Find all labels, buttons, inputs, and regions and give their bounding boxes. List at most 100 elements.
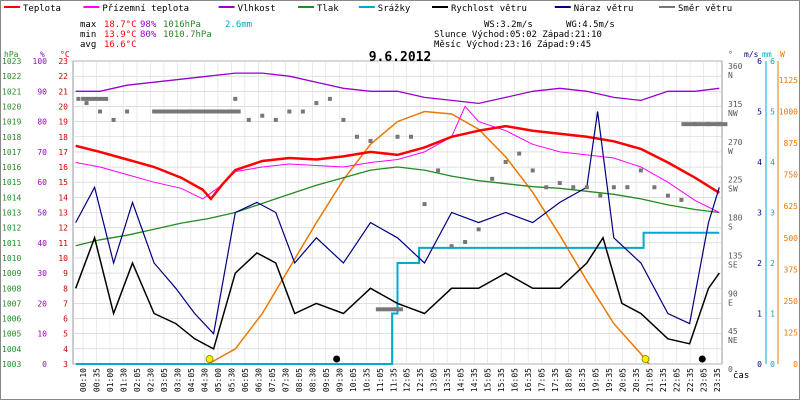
x-tick-label: 08:05 — [295, 368, 304, 392]
wind-dir-point — [544, 185, 549, 190]
wind-dir-point — [273, 117, 278, 122]
wind-dir-bar — [81, 96, 109, 101]
hpa-tick-label: 1021 — [2, 87, 21, 96]
x-tick-label: 23:35 — [713, 368, 722, 392]
wind-dir-point — [436, 168, 441, 173]
wind-dir-point — [368, 138, 373, 143]
mm-tick-label: 2 — [770, 259, 775, 268]
hpa-tick-label: 1008 — [2, 284, 21, 293]
wind-dir-point — [84, 101, 89, 106]
x-tick-label: 22:05 — [673, 368, 682, 392]
pct-tick-label: 20 — [37, 299, 47, 308]
wind-dir-point — [341, 117, 346, 122]
hpa-tick-label: 1020 — [2, 102, 21, 111]
temp-tick-label: 12 — [58, 224, 68, 233]
x-tick-label: 12:35 — [416, 368, 425, 392]
x-tick-label: 11:35 — [389, 368, 398, 392]
pct-tick-label: 40 — [37, 239, 47, 248]
hpa-tick-label: 1022 — [2, 72, 21, 81]
x-tick-label: 06:05 — [241, 368, 250, 392]
pct-tick-label: 90 — [37, 87, 47, 96]
moon-marker — [333, 355, 341, 363]
pct-tick-label: 30 — [37, 269, 47, 278]
wind-dir-point — [571, 185, 576, 190]
ms-tick-label: 0 — [757, 360, 762, 369]
x-tick-label: 07:30 — [281, 368, 290, 392]
ms-axis-label: m/s — [744, 50, 759, 59]
x-tick-label: 09:30 — [335, 368, 344, 392]
x-tick-label: 03:30 — [173, 368, 182, 392]
wind-dir-point — [76, 96, 81, 101]
deg-tick-label: 180 — [728, 214, 743, 223]
info-moon: Měsíc Východ:23:16 Západ:9:45 — [434, 40, 591, 50]
x-tick-label: 12:05 — [403, 368, 412, 392]
legend-label: Srážky — [378, 4, 411, 14]
wind-dir-point — [98, 109, 103, 114]
temp-tick-label: 18 — [58, 133, 68, 142]
temp-tick-label: 8 — [63, 284, 68, 293]
legend-label: Vlhkost — [238, 4, 276, 14]
wind-dir-point — [638, 168, 643, 173]
x-tick-label: 14:05 — [457, 368, 466, 392]
wind-dir-point — [300, 109, 305, 114]
hpa-tick-label: 1013 — [2, 209, 21, 218]
temp-tick-label: 10 — [58, 254, 68, 263]
hpa-tick-label: 1017 — [2, 148, 21, 157]
legend-label: Rychlost větru — [451, 4, 527, 14]
ms-tick-label: 6 — [757, 57, 762, 66]
wind-dir-point — [625, 185, 630, 190]
mm-tick-label: 0 — [770, 360, 775, 369]
pct-tick-label: 0 — [42, 360, 47, 369]
temp-tick-label: 17 — [58, 148, 68, 157]
temp-tick-label: 21 — [58, 87, 68, 96]
w-tick-label: 250 — [784, 297, 799, 306]
hpa-axis-label: hPa — [4, 50, 19, 59]
legend-label: Směr větru — [678, 4, 732, 14]
x-tick-label: 03:05 — [160, 368, 169, 392]
wind-dir-point — [530, 168, 535, 173]
wind-dir-point — [314, 101, 319, 106]
hpa-tick-label: 1012 — [2, 224, 21, 233]
sun-marker — [205, 355, 214, 363]
legend-label: Tlak — [317, 4, 339, 14]
temp-tick-label: 9 — [63, 269, 68, 278]
deg-tick-sublabel: W — [728, 147, 733, 156]
hpa-tick-label: 1011 — [2, 239, 21, 248]
mm-tick-label: 6 — [770, 57, 775, 66]
w-tick-label: 375 — [784, 265, 799, 274]
temp-tick-label: 22 — [58, 72, 68, 81]
x-tick-label: 02:30 — [146, 368, 155, 392]
w-tick-label: 500 — [784, 234, 799, 243]
w-tick-label: 750 — [784, 171, 799, 180]
x-tick-label: 02:05 — [133, 368, 142, 392]
x-tick-label: 11:05 — [376, 368, 385, 392]
wind-dir-point — [111, 117, 116, 122]
wind-dir-point — [652, 185, 657, 190]
mm-tick-label: 3 — [770, 209, 775, 218]
mm-tick-label: 4 — [770, 158, 775, 167]
deg-tick-sublabel: E — [728, 298, 733, 307]
ms-tick-label: 1 — [757, 310, 762, 319]
wind-dir-point — [463, 239, 468, 244]
x-tick-label: 10:05 — [349, 368, 358, 392]
x-tick-label: 18:35 — [578, 368, 587, 392]
wind-dir-point — [354, 134, 359, 139]
mm-tick-label: 5 — [770, 108, 775, 117]
x-tick-label: 17:05 — [538, 368, 547, 392]
x-tick-label: 13:05 — [430, 368, 439, 392]
hpa-tick-label: 1005 — [2, 330, 21, 339]
deg-tick-label: 225 — [728, 176, 743, 185]
temp-tick-label: 4 — [63, 345, 68, 354]
temp-tick-label: 3 — [63, 360, 68, 369]
temp-axis-label: °C — [60, 50, 70, 59]
series-wind-gust — [75, 111, 720, 335]
series-humidity — [75, 72, 720, 105]
stats-min-temp: 13.9°C — [104, 30, 137, 40]
w-axis-label: W — [780, 50, 785, 59]
deg-tick-label: 90 — [728, 289, 738, 298]
hpa-tick-label: 1009 — [2, 269, 21, 278]
deg-tick-label: 270 — [728, 138, 743, 147]
mm-axis-label: mm — [762, 50, 772, 59]
